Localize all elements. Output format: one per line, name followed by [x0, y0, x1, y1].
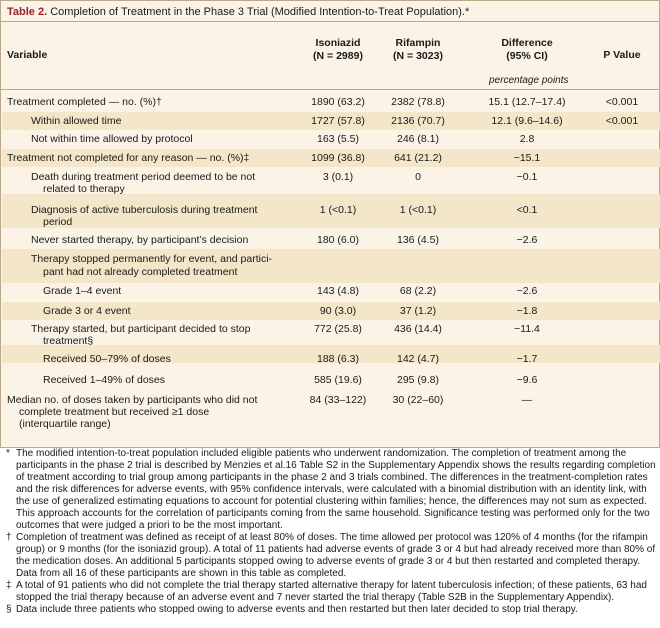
row-label: Received 1–49% of doses: [43, 374, 165, 386]
header-difference-label: Difference: [501, 37, 553, 49]
footnote: * The modified intention-to-treat populat…: [6, 448, 656, 532]
cell-isoniazid: 180 (6.0): [316, 234, 360, 246]
header-rule: [1, 89, 660, 90]
cell-difference: 12.1 (9.6–14.6): [491, 115, 563, 127]
row-label-continuation: complete treatment but received ≥1 dose: [19, 406, 210, 418]
table-title-text: Completion of Treatment in the Phase 3 T…: [50, 6, 470, 18]
header-isoniazid-label: Isoniazid: [315, 37, 361, 49]
cell-p-value: <0.001: [605, 96, 639, 108]
row-stripe: [2, 345, 660, 363]
footnote-mark: ‡: [6, 580, 12, 591]
row-label: Treatment not completed for any reason —…: [7, 152, 250, 164]
cell-rifampin: 436 (14.4): [394, 323, 442, 335]
table-label: Table 2.: [7, 6, 48, 18]
cell-isoniazid: 3 (0.1): [322, 171, 354, 183]
row-label-continuation: treatment§: [43, 335, 94, 347]
cell-difference: −2.6: [516, 285, 538, 297]
footnote-mark: §: [6, 604, 12, 615]
row-label-continuation: pant had not already completed treatment: [43, 266, 238, 278]
row-label-continuation: (interquartile range): [19, 418, 111, 430]
cell-isoniazid: 90 (3.0): [319, 305, 357, 317]
footnote-text: The modified intention-to-treat populati…: [16, 448, 656, 531]
footnote: § Data include three patients who stopped…: [6, 604, 656, 616]
row-label: Never started therapy, by participant’s …: [31, 234, 249, 246]
row-label-continuation: period: [43, 216, 73, 228]
cell-rifampin: 295 (9.8): [396, 374, 440, 386]
cell-p-value: <0.001: [605, 115, 639, 127]
cell-difference: <0.1: [516, 204, 538, 216]
footnotes: * The modified intention-to-treat populat…: [6, 448, 656, 616]
cell-difference: 15.1 (12.7–17.4): [488, 96, 566, 108]
cell-rifampin: 2136 (70.7): [391, 115, 445, 127]
cell-isoniazid: 1099 (36.8): [311, 152, 365, 164]
header-difference-ci: (95% CI): [506, 50, 548, 62]
cell-rifampin: 142 (4.7): [396, 353, 440, 365]
row-stripe: [2, 194, 660, 228]
header-isoniazid-n: (N = 2989): [313, 50, 363, 62]
cell-isoniazid: 1 (<0.1): [319, 204, 357, 216]
cell-isoniazid: 772 (25.8): [314, 323, 362, 335]
cell-difference: −11.4: [514, 323, 540, 335]
header-rifampin-n: (N = 3023): [393, 50, 443, 62]
cell-difference: −0.1: [516, 171, 538, 183]
row-stripe: [2, 249, 660, 283]
row-label: Median no. of doses taken by participant…: [7, 394, 258, 406]
header-variable: Variable: [7, 49, 48, 61]
header-p-value: P Value: [603, 49, 641, 61]
row-stripe: [2, 302, 660, 320]
cell-isoniazid: 1727 (57.8): [311, 115, 365, 127]
footnote-text: Data include three patients who stopped …: [16, 604, 578, 615]
row-label: Received 50–79% of doses: [43, 353, 171, 365]
cell-difference: −15.1: [513, 152, 541, 164]
cell-rifampin: 2382 (78.8): [391, 96, 445, 108]
footnote-text: Completion of treatment was defined as r…: [16, 532, 656, 579]
row-stripe: [2, 149, 660, 167]
cell-difference: −1.7: [516, 353, 538, 365]
header-rifampin: Rifampin (N = 3023): [383, 37, 453, 63]
table-panel: Table 2. Completion of Treatment in the …: [0, 0, 660, 448]
cell-rifampin: 37 (1.2): [399, 305, 437, 317]
cell-isoniazid: 163 (5.5): [316, 133, 360, 145]
cell-rifampin: 68 (2.2): [399, 285, 437, 297]
cell-isoniazid: 84 (33–122): [309, 394, 367, 406]
footnote: ‡ A total of 91 patients who did not comp…: [6, 580, 656, 604]
footnote-mark: *: [6, 448, 10, 459]
cell-rifampin: 0: [415, 171, 421, 183]
header-rifampin-label: Rifampin: [395, 37, 441, 49]
units-label: percentage points: [489, 75, 569, 86]
row-label: Therapy stopped permanently for event, a…: [31, 253, 273, 265]
row-label: Therapy started, but participant decided…: [31, 323, 251, 335]
footnote-text: A total of 91 patients who did not compl…: [16, 580, 647, 603]
title-rule: [1, 21, 660, 22]
footnote: † Completion of treatment was defined as …: [6, 532, 656, 580]
cell-rifampin: 136 (4.5): [396, 234, 440, 246]
cell-isoniazid: 143 (4.8): [316, 285, 360, 297]
row-label: Grade 3 or 4 event: [43, 305, 131, 317]
header-isoniazid: Isoniazid (N = 2989): [303, 37, 373, 63]
cell-difference: −2.6: [516, 234, 538, 246]
cell-rifampin: 1 (<0.1): [399, 204, 437, 216]
row-stripe: [2, 112, 660, 130]
cell-isoniazid: 1890 (63.2): [311, 96, 365, 108]
row-label: Grade 1–4 event: [43, 285, 122, 297]
cell-difference: −9.6: [516, 374, 538, 386]
row-label: Within allowed time: [31, 115, 122, 127]
row-label: Treatment completed — no. (%)†: [7, 96, 162, 108]
cell-rifampin: 641 (21.2): [394, 152, 442, 164]
row-label: Not within time allowed by protocol: [31, 133, 193, 145]
cell-rifampin: 246 (8.1): [396, 133, 440, 145]
cell-isoniazid: 585 (19.6): [314, 374, 362, 386]
row-label-continuation: related to therapy: [43, 183, 125, 195]
header-difference: Difference (95% CI): [473, 37, 581, 63]
row-label: Death during treatment period deemed to …: [31, 171, 256, 183]
cell-difference: 2.8: [519, 133, 535, 145]
cell-rifampin: 30 (22–60): [392, 394, 444, 406]
row-label: Diagnosis of active tuberculosis during …: [31, 204, 258, 216]
table-title: Table 2. Completion of Treatment in the …: [7, 5, 469, 19]
footnote-mark: †: [6, 532, 12, 543]
cell-difference: —: [521, 394, 533, 406]
cell-difference: −1.8: [516, 305, 538, 317]
cell-isoniazid: 188 (6.3): [316, 353, 360, 365]
